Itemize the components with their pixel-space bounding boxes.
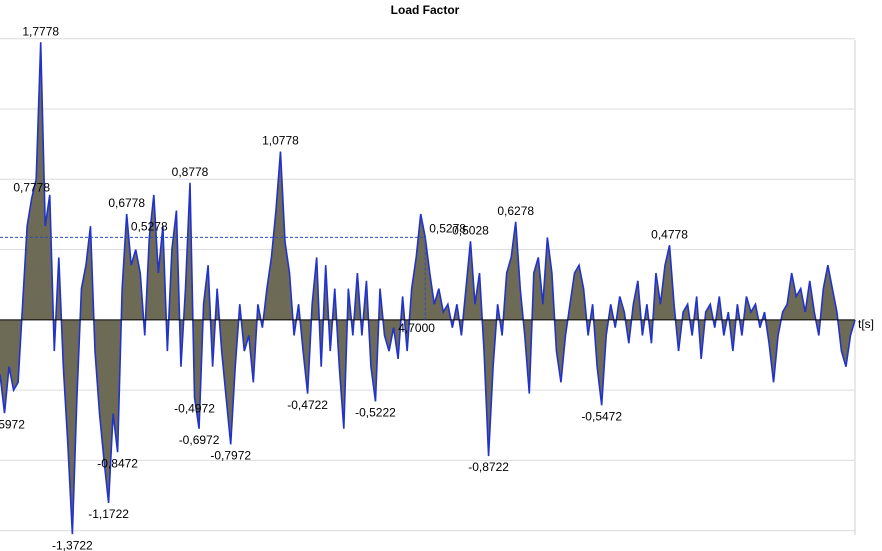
cursor-value: 0,5278 bbox=[429, 222, 466, 236]
area bbox=[0, 42, 855, 535]
annotation: -0,6972 bbox=[179, 433, 220, 447]
annotation: 0,7778 bbox=[13, 181, 50, 195]
annotation: -0,4722 bbox=[287, 398, 328, 412]
annotation: 0,4778 bbox=[651, 227, 688, 241]
annotation: -0,5472 bbox=[581, 409, 622, 423]
chart-title: Load Factor bbox=[391, 3, 460, 17]
annotation: 1,7778 bbox=[22, 24, 59, 38]
annotation: -0,8472 bbox=[97, 456, 138, 470]
annotation: 0,8778 bbox=[172, 165, 209, 179]
x-axis-label: t[s] bbox=[858, 317, 874, 331]
annotation: -0,7972 bbox=[210, 449, 251, 463]
annotation: -0,5222 bbox=[355, 406, 396, 420]
annotation: -0,8722 bbox=[468, 460, 509, 474]
annotation: 1,0778 bbox=[262, 134, 299, 148]
annotation: 0,5028 bbox=[452, 224, 489, 238]
line bbox=[0, 42, 856, 535]
annotation: -0,4972 bbox=[174, 402, 215, 416]
annotation: 0,6778 bbox=[108, 196, 145, 210]
annotation: 0,5278 bbox=[131, 220, 168, 234]
annotation: 0,6278 bbox=[497, 204, 534, 218]
annotation: -1,1722 bbox=[88, 507, 129, 521]
cursor-time: 4,7000 bbox=[398, 321, 435, 335]
annotation: -1,3722 bbox=[52, 538, 93, 551]
annotation: -0,5972 bbox=[0, 417, 25, 431]
